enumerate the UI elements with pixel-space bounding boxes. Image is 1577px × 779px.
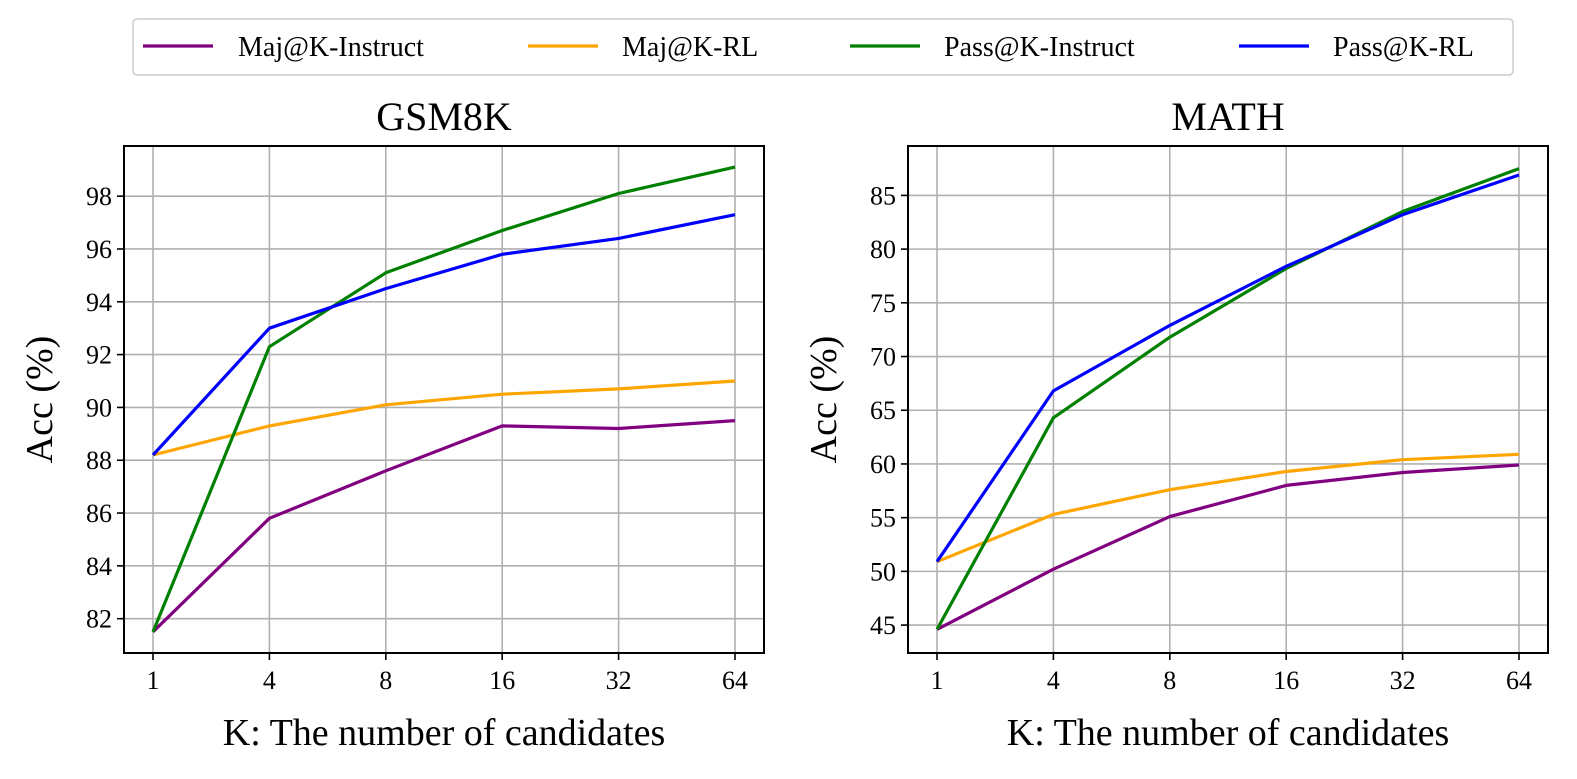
series-line-pass-k-instruct [935, 167, 1520, 631]
legend-entry: Maj@K-Instruct [143, 32, 424, 63]
y-tick-label: 88 [86, 446, 112, 475]
y-tick-label: 98 [86, 182, 112, 211]
gsm8k-panel: 1 4 8 16 32 64 82 84 86 88 90 92 94 96 98 GSM8K K: The n… [19, 94, 765, 754]
y-tick-label: 82 [86, 605, 112, 634]
y-tick-label: 45 [870, 611, 896, 640]
legend-label: Pass@K-Instruct [944, 32, 1135, 63]
y-tick-label: 84 [86, 552, 112, 581]
x-tick-label: 16 [489, 666, 515, 695]
series-group [935, 167, 1520, 631]
series-line-pass-k-rl [935, 173, 1520, 563]
y-tick-label: 94 [86, 288, 112, 317]
x-tick-label: 8 [379, 666, 392, 695]
legend-entry: Maj@K-RL [528, 32, 758, 63]
x-tick-label: 8 [1163, 666, 1176, 695]
y-tick-label: 75 [870, 289, 896, 318]
x-tick-label: 16 [1273, 666, 1299, 695]
series-line-maj-k-instruct [936, 463, 1520, 631]
legend-label: Maj@K-RL [622, 32, 758, 63]
x-tick-label: 4 [263, 666, 276, 695]
y-tick-label: 90 [86, 393, 112, 422]
x-tick-label: 64 [722, 666, 748, 695]
y-tick-label: 85 [870, 181, 896, 210]
y-tick-label: 80 [870, 235, 896, 264]
y-tick-label: 96 [86, 235, 112, 264]
legend-label: Maj@K-Instruct [238, 32, 424, 63]
series-line-pass-k-instruct [151, 165, 736, 633]
x-tick-label: 64 [1506, 666, 1532, 695]
panel-title: MATH [1171, 94, 1284, 139]
x-tick-label: 32 [606, 666, 632, 695]
plot-frame [907, 145, 1549, 654]
legend: Maj@K-Instruct Maj@K-RL Pass@K-Instruct Pas… [132, 18, 1514, 76]
grid [908, 146, 1548, 653]
legend-label: Pass@K-RL [1333, 32, 1474, 63]
series-line-pass-k-rl [151, 213, 736, 457]
legend-entry: Pass@K-RL [1239, 32, 1474, 63]
y-tick-label: 70 [870, 343, 896, 372]
panel-title: GSM8K [376, 94, 512, 139]
x-tick-label: 4 [1047, 666, 1060, 695]
x-tick-label: 32 [1390, 666, 1416, 695]
y-tick-label: 50 [870, 557, 896, 586]
y-tick-label: 55 [870, 504, 896, 533]
legend-box [132, 18, 1514, 76]
plot-frame [123, 145, 765, 654]
y-axis-label: Acc (%) [19, 336, 61, 464]
y-tick-label: 65 [870, 396, 896, 425]
y-axis-label: Acc (%) [803, 336, 845, 464]
x-axis-label: K: The number of candidates [1007, 712, 1450, 754]
math-panel: 1 4 8 16 32 64 45 50 55 60 65 70 75 80 85 MATH K: The nu… [803, 94, 1549, 754]
series-group [151, 165, 736, 634]
series-line-maj-k-rl [936, 452, 1520, 564]
x-tick-label: 1 [147, 666, 160, 695]
grid [124, 146, 764, 653]
legend-entry: Pass@K-Instruct [850, 32, 1135, 63]
y-tick-label: 86 [86, 499, 112, 528]
x-axis-label: K: The number of candidates [223, 712, 666, 754]
x-tick-label: 1 [931, 666, 944, 695]
y-tick-label: 60 [870, 450, 896, 479]
y-tick-label: 92 [86, 341, 112, 370]
series-line-maj-k-rl [152, 379, 736, 457]
series-line-maj-k-instruct [151, 419, 736, 634]
